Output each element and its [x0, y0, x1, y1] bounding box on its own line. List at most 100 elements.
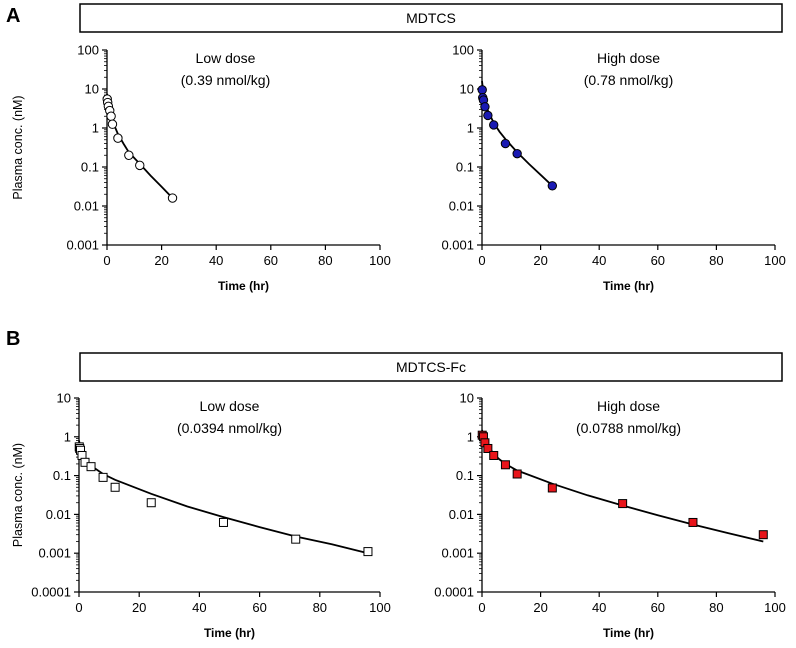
- y-axis-label: Plasma conc. (nM): [11, 443, 25, 547]
- y-tick-label: 10: [57, 391, 71, 406]
- y-tick-label: 0.001: [66, 238, 99, 253]
- x-tick-label: 80: [318, 253, 332, 268]
- x-tick-label: 40: [192, 600, 206, 615]
- y-tick-label: 0.1: [456, 468, 474, 483]
- data-point: [135, 160, 145, 171]
- dose-annotation: Low dose: [200, 398, 260, 414]
- y-tick-label: 1: [92, 121, 99, 136]
- x-tick-label: 60: [651, 600, 665, 615]
- y-tick-label: 0.01: [74, 199, 99, 214]
- x-tick-label: 0: [103, 253, 110, 268]
- y-tick-label: 10: [460, 82, 474, 97]
- y-tick-label: 100: [452, 43, 474, 58]
- x-tick-label: 60: [651, 253, 665, 268]
- x-tick-label: 100: [764, 600, 786, 615]
- y-tick-label: 0.1: [81, 160, 99, 175]
- data-point: [688, 517, 698, 527]
- x-tick-label: 100: [369, 600, 391, 615]
- model-fit-line: [481, 80, 553, 187]
- x-axis-label: Time (hr): [603, 279, 654, 293]
- x-tick-label: 100: [764, 253, 786, 268]
- data-point: [512, 148, 522, 159]
- y-tick-label: 0.001: [441, 238, 474, 253]
- panel-b-banner: MDTCS-Fc: [396, 359, 466, 375]
- data-point: [167, 193, 178, 203]
- x-tick-label: 20: [154, 253, 168, 268]
- x-axis-label: Time (hr): [218, 279, 269, 293]
- x-axis-label: Time (hr): [204, 626, 255, 640]
- dose-annotation: (0.39 nmol/kg): [181, 72, 270, 88]
- x-tick-label: 60: [252, 600, 266, 615]
- dose-annotation: High dose: [597, 398, 660, 414]
- y-tick-label: 0.1: [53, 468, 71, 483]
- x-axis-label: Time (hr): [603, 626, 654, 640]
- y-tick-label: 0.1: [456, 160, 474, 175]
- dose-annotation: (0.78 nmol/kg): [584, 72, 673, 88]
- x-tick-label: 0: [478, 600, 485, 615]
- x-tick-label: 40: [592, 253, 606, 268]
- data-point: [86, 462, 96, 472]
- model-fit-line: [106, 93, 174, 199]
- data-point: [618, 499, 628, 509]
- data-point: [489, 450, 499, 460]
- data-point: [146, 498, 156, 508]
- x-tick-label: 80: [313, 600, 327, 615]
- data-point: [98, 472, 108, 482]
- y-tick-label: 0.001: [38, 546, 71, 561]
- data-point: [363, 547, 373, 557]
- y-tick-label: 0.01: [449, 507, 474, 522]
- x-tick-label: 20: [533, 253, 547, 268]
- x-tick-label: 80: [709, 253, 723, 268]
- data-point: [477, 85, 487, 95]
- data-point: [758, 530, 768, 540]
- y-tick-label: 0.001: [441, 546, 474, 561]
- panel-a-letter: A: [6, 5, 20, 27]
- data-point: [483, 110, 493, 121]
- chart-a_low: 0.001 0.01 0.1 1 10 100 0 20 40 60 80 100 Time (hr) P…: [11, 43, 391, 294]
- y-tick-label: 0.01: [449, 199, 474, 214]
- data-point: [512, 469, 522, 479]
- y-tick-label: 100: [77, 43, 99, 58]
- panel-a-banner: MDTCS: [406, 10, 456, 26]
- data-point: [218, 517, 228, 527]
- data-point: [110, 482, 120, 492]
- x-tick-label: 20: [533, 600, 547, 615]
- data-point: [107, 119, 118, 129]
- data-point: [547, 483, 557, 493]
- data-point: [500, 460, 510, 470]
- model-fit-line: [481, 429, 764, 543]
- y-tick-label: 1: [64, 429, 71, 444]
- dose-annotation: High dose: [597, 50, 660, 66]
- y-tick-label: 0.01: [46, 507, 71, 522]
- x-tick-label: 100: [369, 253, 391, 268]
- model-fit-line: [78, 440, 369, 555]
- data-point: [113, 133, 123, 143]
- x-tick-label: 40: [592, 600, 606, 615]
- panel-a-banner-box: [79, 3, 783, 33]
- x-tick-label: 80: [709, 600, 723, 615]
- data-point: [480, 102, 490, 112]
- chart-a_high: 0.001 0.01 0.1 1 10 100 0 20 40 60 80 100 Time (hr) H…: [441, 43, 785, 294]
- x-tick-label: 20: [132, 600, 146, 615]
- dose-annotation: (0.0788 nmol/kg): [576, 420, 681, 436]
- data-point: [500, 138, 511, 149]
- x-tick-label: 60: [264, 253, 278, 268]
- data-point: [291, 534, 301, 544]
- y-tick-label: 10: [85, 82, 99, 97]
- x-tick-label: 40: [209, 253, 223, 268]
- y-tick-label: 10: [460, 391, 474, 406]
- panel-b-banner-box: [79, 352, 783, 382]
- y-tick-label: 1: [467, 429, 474, 444]
- y-tick-label: 1: [467, 121, 474, 136]
- data-point: [483, 443, 493, 453]
- y-tick-label: 0.0001: [434, 585, 474, 600]
- data-point: [547, 181, 558, 191]
- dose-annotation: (0.0394 nmol/kg): [177, 420, 282, 436]
- x-tick-label: 0: [478, 253, 485, 268]
- panel-b-letter: B: [6, 328, 20, 350]
- y-tick-label: 0.0001: [31, 585, 71, 600]
